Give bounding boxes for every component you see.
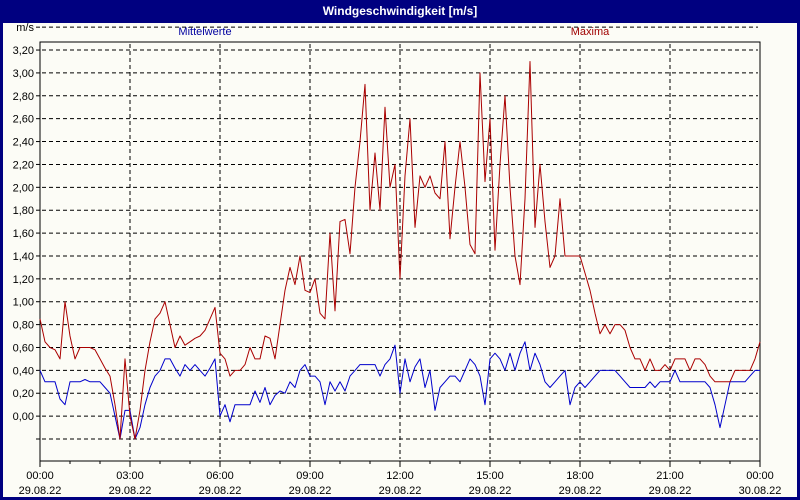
y-axis-label: 0,80 — [13, 320, 34, 332]
x-axis-time-label: 18:00 — [566, 470, 594, 482]
x-axis-time-label: 12:00 — [386, 470, 414, 482]
legend-max-label: Maxima — [570, 26, 610, 38]
y-axis-label: 0,40 — [13, 365, 34, 377]
y-axis-label: 0,00 — [13, 411, 34, 423]
x-axis-date-label: 29.08.22 — [19, 485, 62, 497]
max-series-line — [39, 61, 761, 440]
y-axis-label: 3,00 — [13, 68, 34, 80]
x-axis-time-label: 21:00 — [656, 470, 684, 482]
y-axis-label: 1,00 — [13, 297, 34, 309]
y-axis-label: 0,60 — [13, 342, 34, 354]
x-axis-date-label: 29.08.22 — [109, 485, 152, 497]
y-axis-label: 0,20 — [13, 388, 34, 400]
x-axis-date-label: 29.08.22 — [469, 485, 512, 497]
x-axis-time-label: 00:00 — [26, 470, 54, 482]
x-axis-date-label: 29.08.22 — [199, 485, 242, 497]
x-axis-date-label: 30.08.22 — [739, 485, 782, 497]
window-title: Windgeschwindigkeit [m/s] — [0, 0, 800, 23]
x-axis-time-label: 06:00 — [206, 470, 234, 482]
y-axis-label: 2,20 — [13, 159, 34, 171]
y-axis-label: 2,00 — [13, 182, 34, 194]
y-axis-label: 1,20 — [13, 274, 34, 286]
y-axis-label: 2,40 — [13, 137, 34, 149]
x-axis-date-label: 29.08.22 — [649, 485, 692, 497]
y-axis-label: 3,20 — [13, 45, 34, 57]
y-axis-unit-label: m/s — [16, 22, 34, 34]
x-axis-time-label: 15:00 — [476, 470, 504, 482]
y-axis-label: 2,60 — [13, 114, 34, 126]
x-axis-time-label: 03:00 — [116, 470, 144, 482]
x-axis-date-label: 29.08.22 — [289, 485, 332, 497]
legend-mean-label: Mittelwerte — [178, 26, 232, 38]
x-axis-time-label: 00:00 — [746, 470, 774, 482]
mean-series-line — [39, 341, 760, 440]
y-axis-label: 1,60 — [13, 228, 34, 240]
x-axis-date-label: 29.08.22 — [559, 485, 602, 497]
y-axis-label: 1,40 — [13, 251, 34, 263]
y-axis-label: 2,80 — [13, 91, 34, 103]
x-axis-time-label: 09:00 — [296, 470, 324, 482]
y-axis-label: 1,80 — [13, 205, 34, 217]
plot-border — [39, 41, 761, 462]
x-axis-date-label: 29.08.22 — [379, 485, 422, 497]
